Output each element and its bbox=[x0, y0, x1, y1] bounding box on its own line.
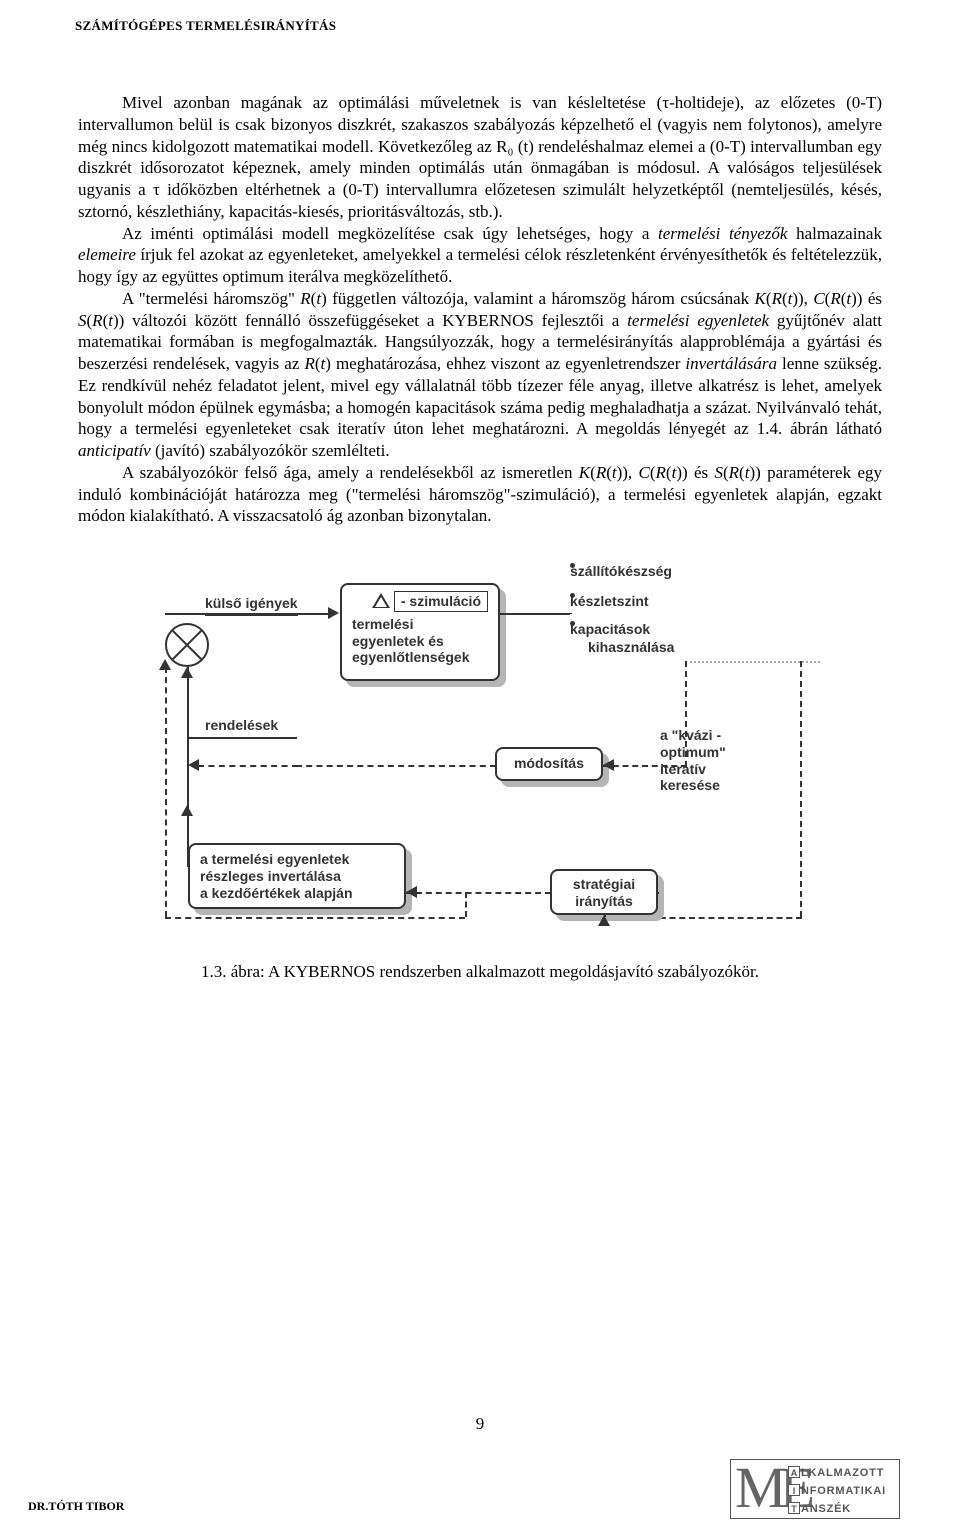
connector bbox=[165, 613, 205, 615]
text-seg: R bbox=[656, 463, 666, 482]
arrowhead-icon bbox=[328, 607, 339, 619]
logo-sq: I bbox=[788, 1484, 800, 1496]
text-seg: termelési egyenletek bbox=[627, 311, 769, 330]
text-seg: )) változói között fennálló összefüggése… bbox=[113, 311, 627, 330]
box-line: termelési bbox=[352, 616, 488, 633]
text-seg: )), bbox=[792, 289, 813, 308]
label-orders: rendelések bbox=[205, 717, 278, 735]
connector bbox=[202, 613, 332, 615]
page-number: 9 bbox=[0, 1414, 960, 1434]
text-seg: )) és bbox=[851, 289, 882, 308]
text-seg: termelési tényezők bbox=[658, 224, 787, 243]
box-strategy: stratégiai irányítás bbox=[550, 869, 658, 915]
logo-sq: A bbox=[788, 1466, 800, 1478]
text-seg: R bbox=[596, 463, 606, 482]
connector-dashed bbox=[296, 765, 496, 767]
bullet-text: készletszint bbox=[570, 593, 649, 611]
connector bbox=[187, 737, 189, 738]
sum-node bbox=[165, 623, 209, 667]
text-seg: ) független változója, valamint a hároms… bbox=[321, 289, 754, 308]
arrowhead-icon bbox=[159, 659, 171, 670]
text-seg: S bbox=[78, 311, 87, 330]
logo-text: LKALMAZOTT bbox=[801, 1467, 884, 1479]
text-seg: (javító) szabályozókör szemlélteti. bbox=[151, 441, 390, 460]
text-seg: R bbox=[92, 311, 102, 330]
text-line: a "kvázi - bbox=[660, 727, 726, 744]
box-line: a termelési egyenletek bbox=[200, 851, 394, 868]
text-seg: S bbox=[714, 463, 723, 482]
logo-text: ANSZÉK bbox=[801, 1503, 851, 1515]
connector-dashed bbox=[650, 917, 802, 919]
connector bbox=[570, 613, 572, 614]
connector bbox=[187, 737, 297, 739]
text-line: optimum" bbox=[660, 744, 726, 761]
box-line: egyenletek és bbox=[352, 633, 488, 650]
bullet-text: kapacitások bbox=[570, 621, 650, 639]
logo-sq: T bbox=[788, 1502, 800, 1514]
arrowhead-icon bbox=[406, 886, 417, 898]
connector-dashed bbox=[800, 661, 802, 917]
triangle-icon bbox=[372, 593, 390, 608]
text-seg: halmazainak bbox=[787, 224, 882, 243]
logo-text: NFORMATIKAI bbox=[801, 1485, 886, 1497]
box-line: egyenlőtlenségek bbox=[352, 649, 488, 666]
text-seg: A "termelési háromszög" bbox=[122, 289, 300, 308]
box-line: részleges invertálása bbox=[200, 868, 394, 885]
text-seg: K bbox=[579, 463, 590, 482]
flow-diagram: külső igények - szimuláció termelési egy… bbox=[130, 557, 830, 937]
bullet-text: szállítókészség bbox=[570, 563, 672, 581]
page-body: Mivel azonban magának az optimálási műve… bbox=[0, 34, 960, 983]
page-header: SZÁMÍTÓGÉPES TERMELÉSIRÁNYÍTÁS bbox=[0, 0, 960, 34]
para-2: Az iménti optimálási modell megközelítés… bbox=[78, 223, 882, 288]
text-seg: R bbox=[304, 354, 314, 373]
text-seg: )) és bbox=[676, 463, 714, 482]
text-seg: R bbox=[729, 463, 739, 482]
box-line: stratégiai bbox=[562, 876, 646, 893]
arrowhead-icon bbox=[181, 667, 193, 678]
connector-dashed bbox=[465, 892, 467, 917]
text-seg: R bbox=[300, 289, 310, 308]
connector-dashed bbox=[165, 667, 167, 917]
connector bbox=[187, 717, 189, 867]
connector-dashed bbox=[165, 917, 465, 919]
text-seg: )), bbox=[617, 463, 639, 482]
box-line: irányítás bbox=[562, 893, 646, 910]
text-seg: ) meghatározása, ehhez viszont az egyenl… bbox=[325, 354, 685, 373]
connector-dashed bbox=[658, 892, 659, 894]
text-seg: C bbox=[639, 463, 650, 482]
label-quasi-optimum: a "kvázi - optimum" iteratív keresése bbox=[660, 727, 726, 794]
box-line: a kezdőértékek alapján bbox=[200, 885, 394, 902]
arrowhead-icon bbox=[181, 805, 193, 816]
text-seg: elemeire bbox=[78, 245, 136, 264]
text-line: iteratív bbox=[660, 761, 726, 778]
box-simulation: - szimuláció termelési egyenletek és egy… bbox=[340, 583, 500, 681]
text-seg: C bbox=[813, 289, 824, 308]
para-4: A szabályozókör felső ága, amely a rende… bbox=[78, 462, 882, 527]
text-seg: R bbox=[830, 289, 840, 308]
connector bbox=[500, 613, 570, 615]
text-line: keresése bbox=[660, 777, 726, 794]
text-seg: R bbox=[772, 289, 782, 308]
text-seg: Az iménti optimálási modell megközelítés… bbox=[122, 224, 658, 243]
footer-author: DR.TÓTH TIBOR bbox=[28, 1499, 124, 1514]
para-1: Mivel azonban magának az optimálási műve… bbox=[78, 92, 882, 223]
bullet-text: kihasználása bbox=[588, 639, 674, 657]
text-seg: invertálására bbox=[685, 354, 777, 373]
connector bbox=[187, 813, 189, 843]
text-seg: A szabályozókör felső ága, amely a rende… bbox=[122, 463, 579, 482]
connector-dashed bbox=[198, 765, 298, 767]
para-3: A "termelési háromszög" R(t) független v… bbox=[78, 288, 882, 462]
text-seg: írjuk fel azokat az egyenleteket, amelye… bbox=[78, 245, 882, 286]
box-title: - szimuláció bbox=[394, 591, 488, 612]
box-modify: módosítás bbox=[495, 747, 603, 781]
text-seg: K bbox=[755, 289, 766, 308]
arrowhead-icon bbox=[598, 915, 610, 926]
footer-logo: ME A I T LKALMAZOTT NFORMATIKAI ANSZÉK bbox=[730, 1459, 900, 1519]
text-seg: anticipatív bbox=[78, 441, 151, 460]
arrowhead-icon bbox=[603, 759, 614, 771]
box-invert: a termelési egyenletek részleges invertá… bbox=[188, 843, 406, 909]
figure-caption: 1.3. ábra: A KYBERNOS rendszerben alkalm… bbox=[78, 961, 882, 983]
connector-dashed bbox=[406, 892, 551, 894]
